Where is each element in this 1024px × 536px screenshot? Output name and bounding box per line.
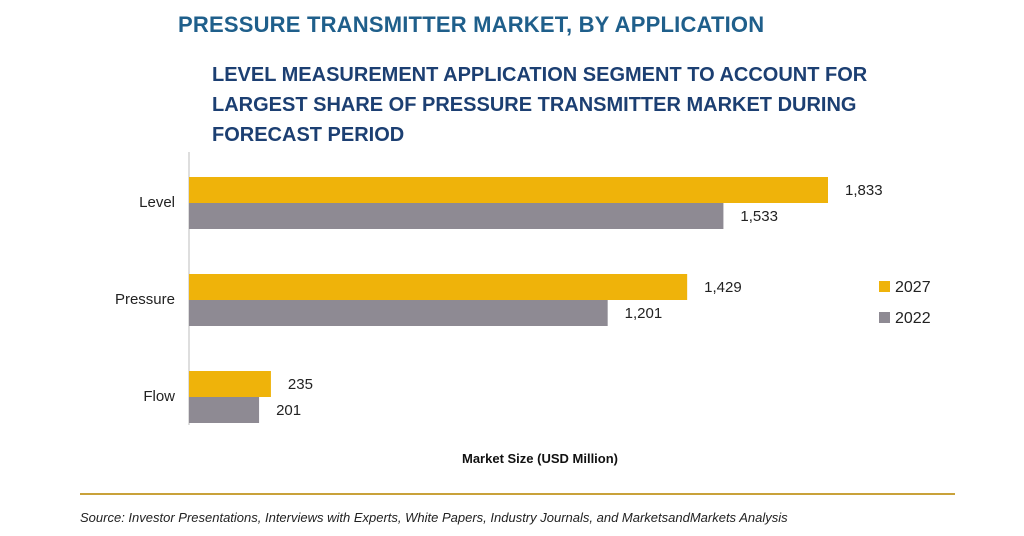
category-label-level: Level [139,194,175,211]
data-label-level-2022: 1,533 [740,208,778,225]
category-label-flow: Flow [143,388,175,405]
bar-level-2022 [189,203,724,229]
legend-label-2027: 2027 [895,279,931,296]
legend-label-2022: 2022 [895,310,931,327]
chart-subtitle: LEVEL MEASUREMENT APPLICATION SEGMENT TO… [212,64,868,146]
bar-flow-2022 [189,397,260,423]
data-label-flow-2022: 201 [276,402,301,419]
legend-swatch-2027 [879,281,890,292]
bar-pressure-2022 [189,300,608,326]
category-label-pressure: Pressure [115,291,175,308]
bar-pressure-2027 [189,274,688,300]
data-label-flow-2027: 235 [288,376,313,393]
legend-swatch-2022 [879,312,890,323]
chart-title: PRESSURE TRANSMITTER MARKET, BY APPLICAT… [178,12,765,37]
footer-divider [80,493,955,495]
bar-flow-2027 [189,371,271,397]
data-label-level-2027: 1,833 [845,182,883,199]
data-label-pressure-2027: 1,429 [704,279,742,296]
source-note: Source: Investor Presentations, Intervie… [80,510,788,525]
x-axis-label: Market Size (USD Million) [461,451,619,466]
data-label-pressure-2022: 1,201 [625,305,663,322]
bar-level-2027 [189,177,828,203]
